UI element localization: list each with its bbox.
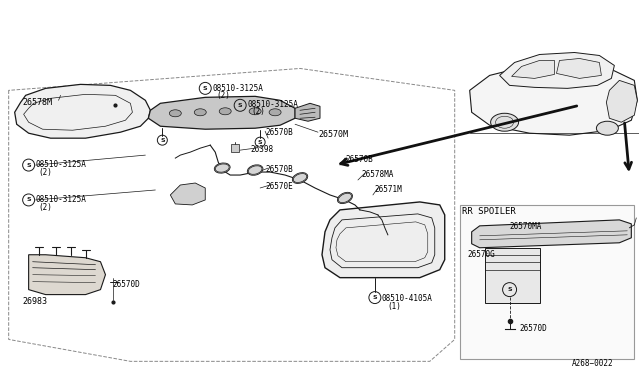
- Ellipse shape: [249, 108, 261, 115]
- FancyBboxPatch shape: [460, 205, 634, 359]
- Text: 26570B: 26570B: [345, 155, 372, 164]
- Ellipse shape: [195, 109, 206, 116]
- Text: S: S: [508, 287, 512, 292]
- Text: 26398: 26398: [250, 145, 273, 154]
- Polygon shape: [295, 103, 320, 121]
- Ellipse shape: [247, 165, 263, 175]
- Text: S: S: [372, 295, 377, 300]
- Text: 08510-3125A: 08510-3125A: [36, 160, 86, 169]
- Ellipse shape: [596, 121, 618, 135]
- Ellipse shape: [214, 163, 230, 173]
- Text: S: S: [203, 86, 207, 91]
- Text: 26570M: 26570M: [318, 130, 348, 139]
- Text: A268−0022: A268−0022: [572, 359, 613, 368]
- Text: 26983: 26983: [22, 296, 47, 305]
- Text: 26570B: 26570B: [265, 165, 293, 174]
- Text: 26571M: 26571M: [375, 185, 403, 194]
- Ellipse shape: [269, 109, 281, 116]
- Text: 26570G: 26570G: [468, 250, 495, 259]
- Text: (2): (2): [38, 203, 52, 212]
- Text: 08510-3125A: 08510-3125A: [36, 195, 86, 204]
- FancyBboxPatch shape: [484, 248, 540, 302]
- Ellipse shape: [491, 113, 518, 131]
- Text: 08510-3125A: 08510-3125A: [212, 84, 263, 93]
- Text: RR SPOILER: RR SPOILER: [461, 207, 515, 216]
- Text: 08510-4105A: 08510-4105A: [382, 294, 433, 302]
- Polygon shape: [511, 61, 554, 78]
- Polygon shape: [606, 80, 637, 122]
- Text: (2): (2): [216, 92, 230, 100]
- Ellipse shape: [292, 173, 308, 183]
- Polygon shape: [29, 255, 106, 295]
- Polygon shape: [170, 183, 205, 205]
- Polygon shape: [472, 220, 631, 248]
- Text: 08510-3125A: 08510-3125A: [247, 100, 298, 109]
- Polygon shape: [148, 96, 295, 129]
- Polygon shape: [470, 64, 637, 135]
- Polygon shape: [557, 58, 602, 78]
- Ellipse shape: [170, 110, 181, 117]
- Text: (2): (2): [38, 168, 52, 177]
- Ellipse shape: [337, 192, 353, 203]
- Text: 26578M: 26578M: [22, 98, 52, 108]
- Text: S: S: [26, 163, 31, 167]
- Polygon shape: [15, 84, 150, 138]
- Text: 26578MA: 26578MA: [362, 170, 394, 179]
- Text: S: S: [160, 138, 164, 143]
- Text: 26570E: 26570E: [265, 182, 293, 191]
- Polygon shape: [322, 202, 445, 278]
- Text: 26570D: 26570D: [113, 280, 140, 289]
- Polygon shape: [500, 52, 614, 89]
- Text: 26570B: 26570B: [265, 128, 293, 137]
- Text: S: S: [26, 198, 31, 202]
- Text: (2): (2): [251, 107, 265, 116]
- Text: (1): (1): [388, 302, 402, 311]
- Text: S: S: [238, 103, 243, 108]
- Text: 26570D: 26570D: [520, 324, 547, 333]
- Text: 26570MA: 26570MA: [509, 222, 542, 231]
- Ellipse shape: [220, 108, 231, 115]
- Text: S: S: [258, 140, 262, 145]
